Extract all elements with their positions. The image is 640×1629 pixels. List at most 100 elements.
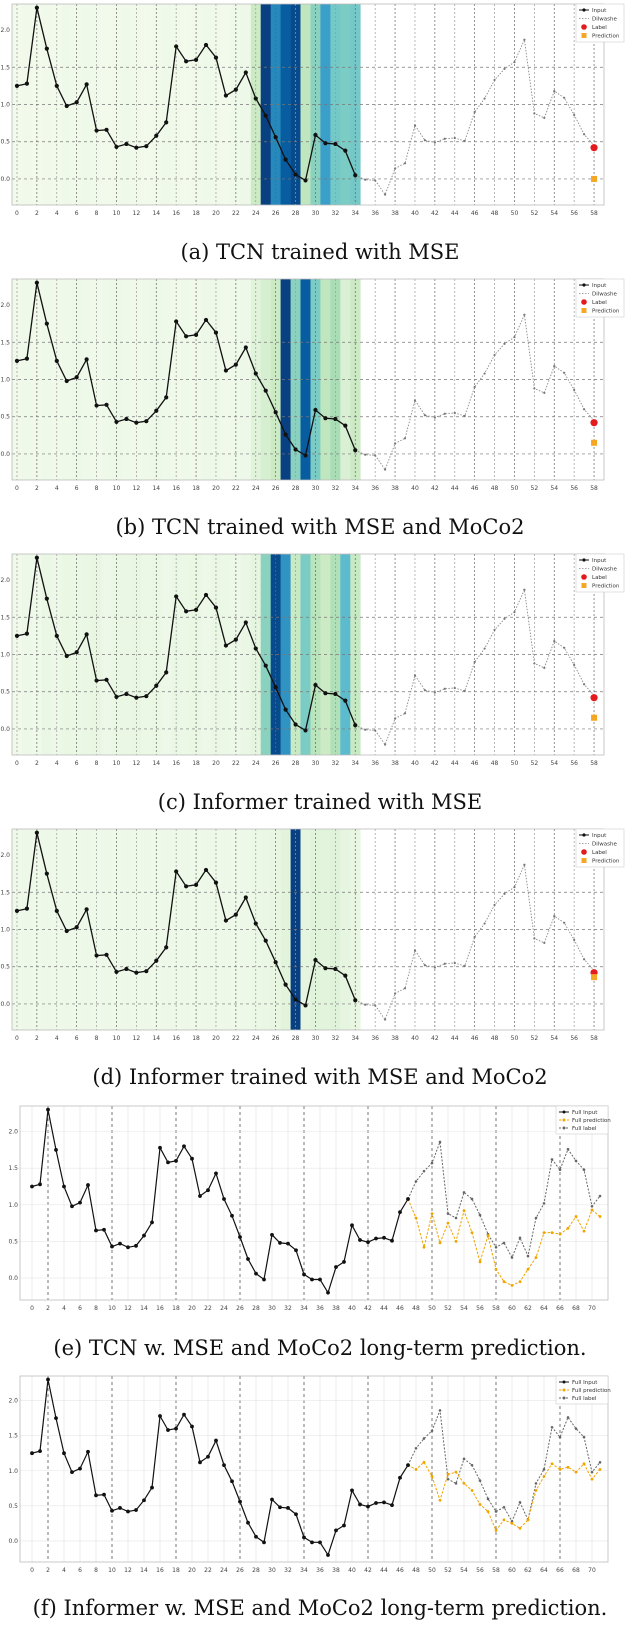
x-tick-label: 14 [140, 1567, 148, 1574]
x-tick-label: 50 [511, 760, 519, 767]
x-tick-label: 46 [396, 1567, 404, 1574]
input-point [243, 345, 248, 350]
full-label-point [590, 1204, 594, 1208]
x-tick-label: 48 [491, 210, 499, 217]
x-tick-label: 26 [272, 210, 280, 217]
x-tick-label: 18 [192, 1035, 200, 1042]
full-label-point [542, 1202, 546, 1205]
dilated-point [543, 391, 546, 394]
full-label-point [590, 1470, 594, 1474]
full-input-point [46, 1107, 50, 1112]
x-tick-label: 32 [332, 760, 340, 767]
input-point [184, 334, 189, 339]
input-point [263, 113, 268, 118]
dilated-point [483, 922, 486, 925]
full-label-point [566, 1416, 570, 1419]
input-point [233, 87, 238, 92]
input-point [343, 973, 348, 978]
heat-cell [280, 4, 291, 205]
input-point [223, 643, 229, 648]
x-tick-label: 2 [35, 210, 39, 217]
x-tick-label: 58 [590, 760, 598, 767]
x-tick-label: 0 [15, 210, 19, 217]
full-label-point [566, 1147, 570, 1151]
input-point [14, 908, 20, 913]
full-input-point [126, 1245, 130, 1250]
x-tick-label: 22 [204, 1567, 212, 1574]
full-prediction-point [590, 1208, 594, 1212]
input-point [134, 695, 139, 700]
full-input-point [406, 1197, 410, 1201]
x-tick-label: 34 [351, 485, 359, 492]
input-point [303, 178, 308, 183]
input-point [273, 410, 278, 415]
full-input-point [326, 1290, 330, 1295]
input-point [144, 969, 149, 974]
x-tick-label: 34 [351, 1035, 359, 1042]
x-tick-label: 44 [451, 760, 459, 767]
x-tick-label: 48 [412, 1305, 420, 1312]
x-tick-label: 20 [188, 1305, 196, 1312]
x-tick-label: 6 [75, 485, 79, 492]
x-tick-label: 58 [590, 1035, 598, 1042]
x-tick-label: 10 [108, 1305, 116, 1312]
y-tick-label: 1.5 [0, 339, 10, 346]
x-tick-label: 42 [431, 210, 439, 217]
input-point [154, 958, 159, 963]
dilated-point [553, 365, 556, 368]
x-tick-label: 26 [236, 1305, 244, 1312]
x-tick-label: 30 [268, 1305, 276, 1312]
input-point [64, 653, 69, 659]
caption-d: (d) Informer trained with MSE and MoCo2 [92, 1065, 548, 1089]
full-input-point [78, 1200, 82, 1205]
full-input-point [190, 1424, 194, 1429]
full-label-point [462, 1191, 466, 1194]
x-tick-label: 14 [152, 210, 160, 217]
input-point [353, 723, 358, 728]
dilated-point [413, 674, 417, 677]
dilated-point [563, 921, 566, 924]
dilated-point [374, 179, 377, 182]
full-label-point [422, 1169, 426, 1173]
x-tick-label: 34 [300, 1305, 308, 1312]
y-tick-label: 1.0 [0, 927, 10, 934]
x-tick-label: 4 [62, 1567, 66, 1574]
dilated-point [473, 660, 476, 664]
full-input-point [230, 1213, 234, 1218]
full-label-point [526, 1254, 530, 1258]
full-input-point [254, 1271, 258, 1276]
dilated-point [364, 1003, 367, 1006]
x-tick-label: 6 [75, 210, 79, 217]
heat-cell [340, 554, 351, 755]
plot-frame [19, 1375, 609, 1563]
x-tick-label: 22 [232, 760, 240, 767]
x-tick-label: 70 [588, 1567, 596, 1574]
x-tick-label: 36 [371, 485, 379, 492]
x-tick-label: 52 [531, 485, 539, 492]
full-label-point [510, 1519, 514, 1523]
full-prediction-point [454, 1470, 458, 1474]
x-tick-label: 6 [78, 1305, 82, 1312]
full-label-point [582, 1168, 586, 1171]
heat-cell [280, 554, 291, 755]
x-tick-label: 38 [391, 1035, 399, 1042]
x-tick-label: 10 [113, 1035, 121, 1042]
input-point [253, 646, 258, 651]
x-tick-label: 16 [172, 210, 180, 217]
legend-label: Dilwashe [592, 292, 618, 298]
series-full-label-line [407, 1410, 601, 1523]
legend-swatch-marker [562, 1118, 566, 1122]
heat-cell [161, 279, 172, 480]
full-input-point [334, 1528, 338, 1533]
input-point [64, 103, 69, 109]
input-point [243, 895, 248, 900]
input-point [283, 157, 288, 162]
full-input-point [94, 1493, 98, 1498]
input-point [293, 172, 298, 177]
series-full-input-line [31, 1109, 409, 1295]
heat-cell [300, 279, 311, 480]
full-prediction-point [518, 1526, 522, 1530]
input-point [193, 882, 199, 887]
dilated-point [533, 937, 536, 940]
full-input-point [238, 1499, 242, 1504]
